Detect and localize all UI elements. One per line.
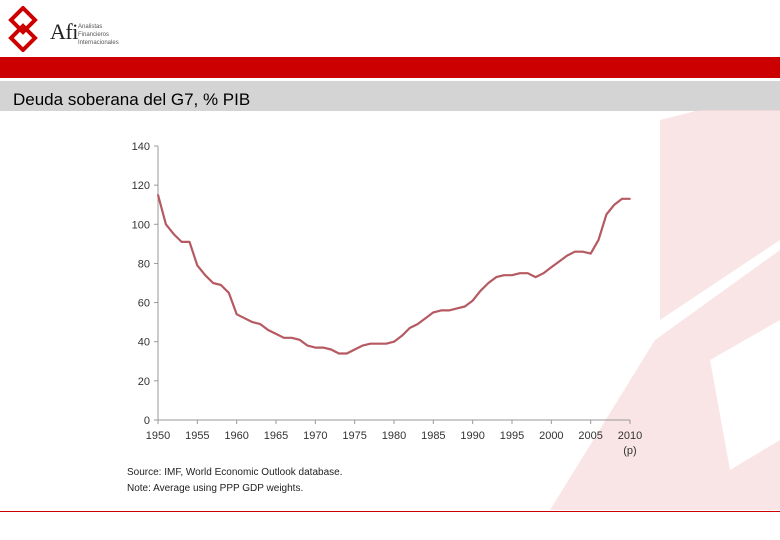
data-point <box>629 197 631 200</box>
y-tick-label: 140 <box>132 141 150 153</box>
y-tick-label: 60 <box>138 298 150 310</box>
logo: Afi Analistas Financieros Internacionale… <box>6 6 126 52</box>
data-point <box>574 250 576 253</box>
x-tick-label: 1965 <box>264 430 288 442</box>
data-point <box>400 334 403 337</box>
data-point <box>164 223 167 226</box>
data-point <box>322 346 325 349</box>
x-tick-label: 1985 <box>421 430 445 442</box>
data-point <box>188 241 191 243</box>
data-point <box>503 274 506 277</box>
data-point <box>597 239 600 241</box>
data-point <box>369 342 372 345</box>
x-tick-label: 2000 <box>539 430 563 442</box>
x-tick-label: 1990 <box>460 430 484 442</box>
logo-sub-line: Financieros <box>78 32 110 38</box>
header-red-band <box>0 57 780 78</box>
data-point <box>338 352 340 355</box>
debt-line-chart: 0 20 40 60 80 100 120 140 1950 1955 1960 1965 1970 19… <box>132 141 643 457</box>
data-point <box>393 340 395 343</box>
x-tick-label: 1960 <box>224 430 248 442</box>
data-point <box>235 313 238 316</box>
y-tick-label: 20 <box>138 376 150 388</box>
y-tick-label: 40 <box>138 337 150 349</box>
data-point <box>330 348 332 351</box>
y-tick-label: 80 <box>138 258 150 270</box>
series-line <box>156 194 630 355</box>
data-point <box>487 282 490 284</box>
footer-divider <box>0 511 780 512</box>
data-point <box>180 241 183 243</box>
data-point <box>243 317 246 320</box>
data-point <box>471 299 474 302</box>
data-point <box>267 329 270 331</box>
data-point <box>440 309 443 312</box>
data-point <box>290 336 293 339</box>
x-tick-label: 1995 <box>500 430 524 442</box>
logo-sub-line: Analistas <box>78 24 103 30</box>
y-tick-label: 0 <box>144 415 150 427</box>
data-point <box>275 332 277 335</box>
data-point <box>526 272 529 275</box>
x-tick-label: 1955 <box>185 430 209 442</box>
data-point <box>495 276 498 279</box>
data-point <box>306 344 309 347</box>
data-point <box>448 309 450 312</box>
data-point <box>463 305 466 308</box>
data-point <box>204 274 207 277</box>
x-tick-label: 2005 <box>578 430 602 442</box>
data-point <box>542 272 545 275</box>
data-point <box>589 252 592 255</box>
data-point <box>259 323 262 325</box>
logo-sub-line: Internacionales <box>78 40 119 46</box>
data-point <box>621 197 624 200</box>
data-point <box>172 233 175 235</box>
logo-name: Afi <box>50 19 78 44</box>
data-point <box>385 342 388 345</box>
title-bar <box>0 81 780 111</box>
watermark-logo-icon <box>550 110 780 510</box>
data-point <box>534 276 537 279</box>
data-point <box>361 344 364 347</box>
data-point <box>353 348 356 351</box>
x-tick-note: (p) <box>623 445 636 457</box>
data-point <box>456 307 458 310</box>
chart-note: Note: Average using PPP GDP weights. <box>127 483 304 494</box>
data-point <box>558 260 561 263</box>
data-point <box>345 352 348 355</box>
data-point <box>550 266 553 269</box>
x-tick-label: 1950 <box>146 430 170 442</box>
data-point <box>566 254 568 257</box>
page-title: Deuda soberana del G7, % PIB <box>13 90 251 109</box>
data-point <box>511 274 513 277</box>
data-point <box>432 311 435 314</box>
data-point <box>282 336 285 339</box>
data-point <box>613 203 616 206</box>
chart-source: Source: IMF, World Economic Outlook data… <box>127 467 343 478</box>
data-point <box>220 284 222 286</box>
data-point <box>298 338 301 341</box>
data-point <box>157 194 159 196</box>
data-point <box>251 321 254 324</box>
y-tick-label: 120 <box>132 180 150 192</box>
afi-logo-mark-icon <box>8 6 38 52</box>
data-point <box>227 291 230 294</box>
data-point <box>424 317 427 320</box>
x-tick-label: 1980 <box>382 430 406 442</box>
data-point <box>518 272 521 275</box>
data-point <box>581 250 584 253</box>
x-tick-label: 1975 <box>342 430 366 442</box>
data-point <box>377 342 380 345</box>
y-tick-label: 100 <box>132 219 150 231</box>
data-point <box>212 282 214 284</box>
data-point <box>196 264 199 267</box>
x-tick-label: 1970 <box>303 430 327 442</box>
data-point <box>479 289 482 292</box>
data-point <box>605 213 608 216</box>
data-point <box>314 346 317 349</box>
x-tick-label: 2010 <box>618 430 642 442</box>
data-point <box>408 327 411 329</box>
data-point <box>416 323 419 325</box>
